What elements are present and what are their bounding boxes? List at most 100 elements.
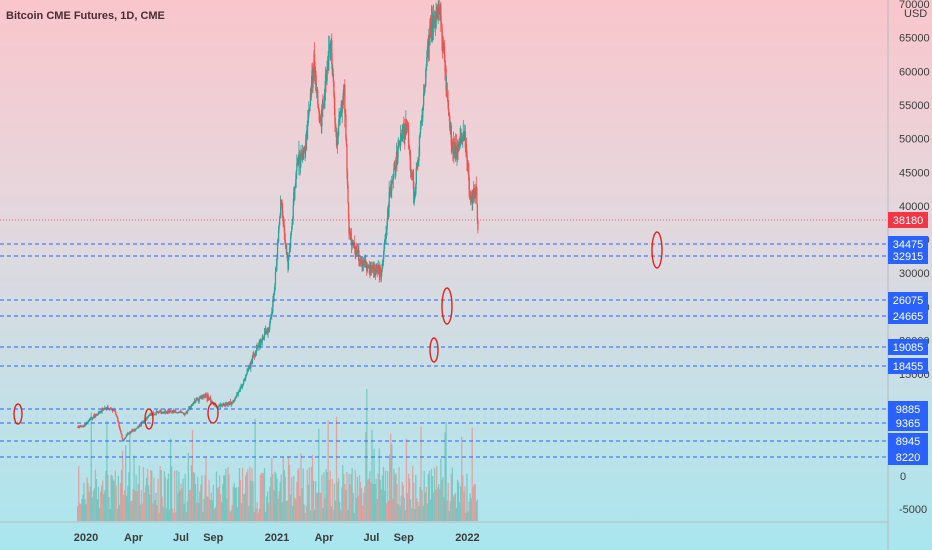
volume-bar: [451, 467, 454, 521]
volume-bar: [228, 474, 230, 521]
candle-body: [256, 344, 258, 348]
volume-bar: [316, 493, 318, 521]
volume-bar: [172, 508, 174, 521]
volume-bar: [139, 504, 141, 521]
volume-bar: [344, 484, 346, 521]
price-tick-label: 70000: [899, 0, 930, 11]
candle-body: [115, 414, 117, 416]
support-levels: 3447532915260752466519085184559885936589…: [0, 236, 928, 465]
candle-body: [344, 84, 346, 114]
volume-bar: [241, 467, 244, 521]
volume-bar: [435, 490, 437, 521]
candle-body: [285, 244, 287, 246]
candle-body: [385, 232, 387, 239]
candle-body: [283, 224, 285, 226]
volume-bar: [192, 472, 195, 521]
volume-bar: [126, 495, 128, 521]
volume-bar: [79, 503, 81, 521]
candle-body: [124, 438, 126, 439]
volume-bar: [134, 490, 136, 521]
volume-bar: [157, 478, 159, 521]
candle-body: [284, 232, 286, 241]
volume-bar: [94, 469, 97, 521]
volume-bar: [102, 480, 104, 521]
candle-body: [300, 153, 303, 155]
candle-body: [140, 422, 143, 426]
volume-bar: [217, 486, 220, 521]
candle-body: [101, 411, 103, 413]
volume-bar: [362, 492, 365, 521]
volume-bar: [82, 494, 84, 521]
candle-body: [333, 95, 336, 109]
candle-body: [273, 295, 275, 302]
candle-body: [338, 114, 340, 125]
volume-bar: [330, 506, 332, 521]
volume-bar: [105, 470, 107, 521]
volume-bar: [439, 489, 441, 521]
volume-bar: [130, 500, 132, 521]
volume-bar: [140, 490, 143, 521]
volume-bar: [447, 483, 449, 521]
candle-body: [95, 414, 97, 416]
volume-bar: [463, 491, 465, 521]
candle-body: [175, 411, 177, 413]
volume-bar: [444, 432, 446, 521]
candle-body: [412, 178, 414, 182]
candle-body: [137, 427, 139, 429]
candle-body: [139, 424, 141, 426]
volume-bar: [432, 492, 435, 521]
candle-body: [423, 87, 425, 93]
volume-bar: [278, 491, 280, 521]
candle-body: [283, 225, 285, 233]
candle-body: [434, 16, 436, 28]
level-label: 9885: [896, 404, 920, 416]
volume-bar: [299, 495, 301, 521]
candle-body: [383, 242, 386, 250]
candle-body: [469, 190, 471, 193]
volume-bar: [129, 434, 131, 521]
volume-bar: [350, 474, 352, 521]
candle-body: [444, 60, 446, 72]
candle-body: [379, 266, 381, 273]
volume-bar: [143, 492, 146, 521]
candle-body: [419, 133, 421, 137]
time-tick-label: 2022: [455, 532, 479, 544]
volume-bar: [302, 468, 304, 521]
price-candles: [77, 0, 479, 442]
candle-body: [257, 346, 259, 348]
volume-bar: [127, 485, 129, 521]
candle-body: [271, 311, 273, 317]
candle-body: [181, 412, 184, 413]
candle-body: [342, 92, 344, 105]
candle-body: [292, 219, 294, 223]
candle-body: [312, 69, 314, 88]
annotation-circle: [13, 403, 23, 425]
candle-body: [188, 407, 190, 411]
candle-body: [456, 144, 459, 156]
volume-bar: [212, 484, 215, 521]
candle-body: [237, 392, 240, 394]
candle-body: [169, 410, 172, 412]
volume-bar: [117, 475, 120, 521]
volume-bar: [141, 503, 144, 521]
candle-body: [413, 198, 415, 203]
volume-bar: [340, 509, 342, 521]
candle-body: [414, 194, 416, 196]
candle-body: [274, 272, 277, 285]
volume-bar: [128, 472, 130, 521]
volume-bar: [182, 478, 184, 521]
candle-body: [106, 407, 108, 409]
candle-body: [343, 85, 345, 93]
volume-bar: [264, 511, 267, 521]
volume-bar: [383, 490, 386, 521]
candle-body: [456, 155, 458, 158]
volume-bar: [247, 469, 249, 521]
volume-bar: [144, 485, 147, 521]
candle-body: [202, 397, 204, 398]
volume-bar: [453, 494, 456, 521]
candle-body: [376, 266, 378, 272]
volume-bar: [414, 509, 416, 521]
candle-body: [419, 127, 422, 134]
volume-bar: [449, 501, 451, 521]
